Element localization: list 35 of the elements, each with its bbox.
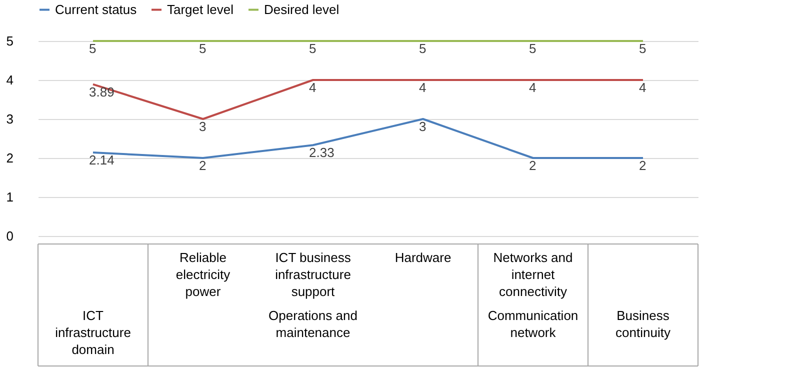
y-tick-label: 2: [6, 150, 14, 166]
data-label: 5: [529, 41, 536, 56]
y-tick-label: 3: [6, 112, 14, 126]
x-tick-label: ICT business infrastructure support: [275, 250, 352, 299]
data-label: 5: [199, 41, 206, 56]
data-label: 2: [529, 158, 536, 173]
data-label: 4: [419, 80, 426, 95]
data-label: 2.14: [89, 152, 114, 168]
data-label: 3: [199, 119, 206, 134]
text: Business continuity: [616, 308, 671, 340]
data-label: 5: [309, 41, 316, 56]
x-tick-label: Hardware: [394, 250, 452, 265]
y-tick-label: 4: [6, 72, 14, 88]
y-tick-label: 5: [6, 34, 14, 48]
data-label: 4: [309, 80, 316, 95]
y-tick-label: 1: [6, 190, 14, 204]
data-label: 5: [89, 41, 96, 56]
data-label: 5: [419, 41, 426, 56]
data-label: 3: [419, 119, 426, 134]
text: Operations and maintenance: [268, 308, 358, 340]
data-label: 2: [199, 158, 206, 173]
legend-label: Desired level: [264, 2, 340, 17]
text: ICT infrastructure domain: [55, 308, 131, 357]
text: Communication network: [488, 308, 578, 340]
x-tick-label: Reliable electricity power: [176, 250, 231, 299]
x-tick-label: Networks and internet connectivity: [493, 250, 573, 299]
legend-label: Current status: [55, 2, 138, 17]
legend-label: Target level: [167, 2, 234, 17]
data-label: 2: [639, 158, 646, 173]
data-label: 4: [639, 80, 646, 95]
data-label: 2.33: [309, 145, 334, 160]
data-label: 3.89: [89, 84, 114, 100]
data-label: 4: [529, 80, 536, 95]
data-label: 5: [639, 41, 646, 56]
y-tick-label: 0: [6, 228, 14, 244]
